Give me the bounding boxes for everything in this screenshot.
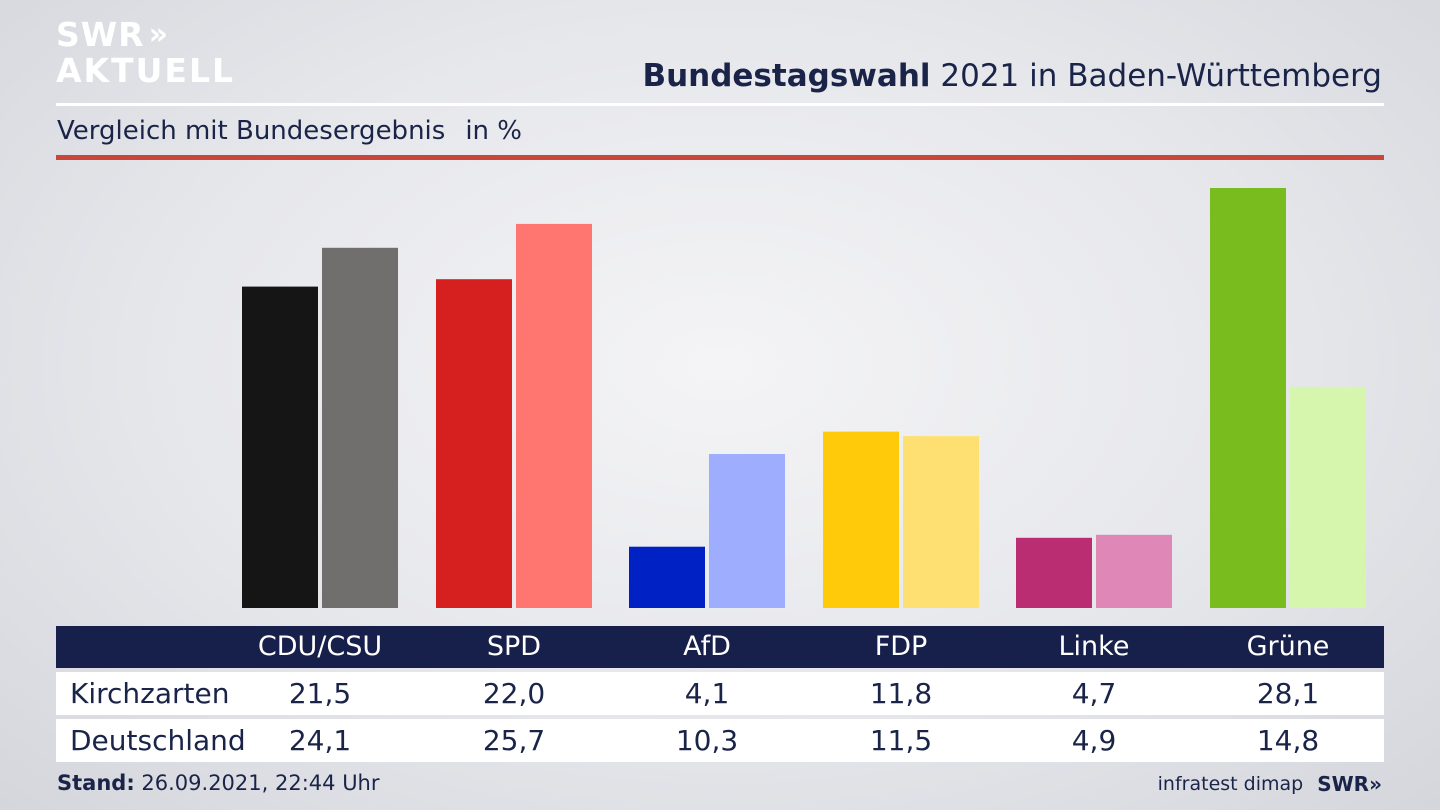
unit-label: in % (465, 116, 522, 146)
table-cell: 4,9 (1071, 724, 1117, 757)
logo-swr-text: SWR (56, 15, 145, 54)
column-header: FDP (874, 631, 928, 662)
table-cell: 28,1 (1256, 677, 1320, 710)
bar-cdu-csu-deutschland (322, 247, 398, 609)
chart-subtitle: Vergleich mit Bundesergebnis in % (57, 116, 522, 146)
column-header: SPD (486, 631, 542, 662)
table-row: Kirchzarten 21,5 22,0 4,1 11,8 4,7 28,1 (56, 672, 1384, 715)
bar-grüne-kirchzarten (1210, 188, 1286, 608)
table-cell: 4,1 (684, 677, 730, 710)
timestamp: Stand: 26.09.2021, 22:44 Uhr (57, 771, 380, 795)
subtitle-text: Vergleich mit Bundesergebnis (57, 116, 446, 146)
bar-afd-deutschland (709, 454, 785, 608)
logo-aktuell-text: AKTUELL (56, 51, 236, 90)
column-header: AfD (683, 631, 731, 662)
column-header: Linke (1058, 631, 1130, 662)
table-cell: 24,1 (288, 724, 352, 757)
table-cell: 21,5 (288, 677, 352, 710)
bar-fdp-deutschland (903, 436, 979, 608)
table-cell: 22,0 (482, 677, 546, 710)
source-label: infratest dimap (1157, 773, 1304, 795)
bar-fdp-kirchzarten (823, 431, 899, 608)
swr-aktuell-logo: SWR» AKTUELL (56, 18, 235, 87)
bar-linke-kirchzarten (1016, 537, 1092, 608)
bar-afd-kirchzarten (629, 546, 705, 608)
table-cell: 25,7 (482, 724, 546, 757)
column-header: CDU/CSU (257, 631, 383, 662)
row-label: Kirchzarten (70, 677, 230, 710)
title-bold: Bundestagswahl (642, 58, 931, 94)
bar-linke-deutschland (1096, 534, 1172, 608)
title-rest: 2021 in Baden-Württemberg (940, 58, 1382, 94)
table-row: Deutschland 24,1 25,7 10,3 11,5 4,9 14,8 (56, 719, 1384, 762)
results-table: CDU/CSU SPD AfD FDP Linke Grüne Kirchzarten 21… (56, 626, 1384, 762)
row-label: Deutschland (70, 724, 246, 757)
table-cell: 11,8 (869, 677, 933, 710)
page-title: Bundestagswahl 2021 in Baden-Württemberg (642, 58, 1382, 94)
stand-value: 26.09.2021, 22:44 Uhr (141, 771, 380, 795)
title-divider (56, 103, 1384, 106)
source-credit: infratest dimap SWR» (1158, 772, 1382, 796)
accent-divider (56, 155, 1384, 160)
bar-grüne-deutschland (1290, 386, 1366, 608)
column-header: Grüne (1246, 631, 1330, 662)
bar-spd-kirchzarten (436, 279, 512, 608)
table-cell: 4,7 (1071, 677, 1117, 710)
table-header-row: CDU/CSU SPD AfD FDP Linke Grüne (56, 626, 1384, 668)
table-cell: 11,5 (869, 724, 933, 757)
table-cell: 10,3 (675, 724, 739, 757)
bar-chart (242, 188, 1366, 609)
bar-spd-deutschland (516, 223, 592, 608)
stand-label: Stand: (57, 771, 135, 795)
table-cell: 14,8 (1256, 724, 1320, 757)
swr-footer-logo: SWR» (1317, 772, 1382, 796)
bar-cdu-csu-kirchzarten (242, 286, 318, 608)
